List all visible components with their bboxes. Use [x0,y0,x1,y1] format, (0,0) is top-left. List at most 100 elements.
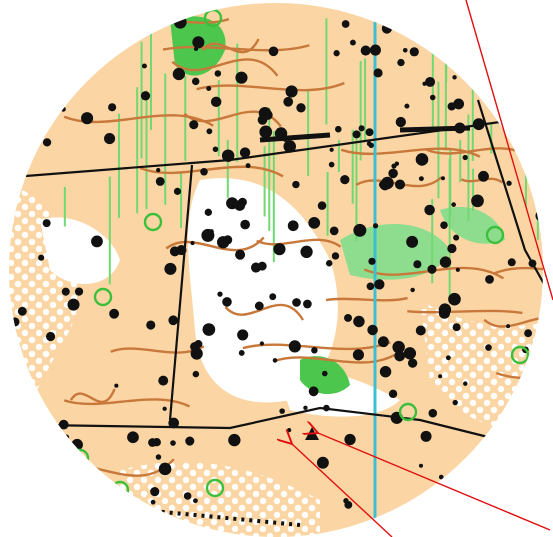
boulder [407,358,418,368]
boulder [155,454,162,460]
boulder [377,336,389,348]
boulder [440,221,448,229]
boulder [439,256,452,268]
boulder [300,245,313,258]
boulder [214,70,222,77]
contour [511,115,544,121]
boulder [238,349,245,356]
boulder [269,293,277,301]
boulder [391,163,397,169]
boulder [108,103,117,112]
boulder [344,313,352,322]
boulder [273,243,286,256]
boulder [409,47,419,57]
boulder [0,435,8,444]
boulder [41,53,53,65]
vegetation-green [340,223,450,280]
boulder [413,260,422,269]
boulder [259,125,273,139]
boulder [403,347,417,360]
boulder [452,323,461,332]
ring [510,345,530,365]
boulder [454,122,466,134]
boulder [516,102,529,115]
boulder [395,116,406,128]
boulder [515,420,521,425]
boulder [283,96,294,107]
boulder [528,259,537,268]
boulder [422,81,427,86]
boulder [141,63,147,69]
boulder [524,329,533,338]
boulder [344,433,356,446]
boulder [397,58,405,67]
boulder [237,329,249,341]
boulder [296,103,306,113]
boulder [164,262,177,275]
boulder [418,463,423,468]
boulder [451,202,456,207]
ring [205,478,225,498]
boulder [343,498,349,504]
boulder [485,274,494,284]
boulder [506,324,511,329]
contour [63,114,214,127]
boulder [429,94,436,101]
boulder [212,146,219,153]
boulder [518,465,525,473]
boulder [104,133,116,145]
boulder [288,340,301,353]
boulder [239,147,251,158]
boulder [369,44,381,56]
boulder [329,226,339,236]
boulder [11,197,17,202]
boulder [20,465,30,475]
boulder [172,67,186,81]
boulder [463,381,468,386]
boulder [424,204,435,216]
boulder [440,176,445,181]
boulder [331,252,340,260]
boulder [228,433,241,447]
boulder [200,167,208,176]
boulder [20,488,25,493]
boulder [190,341,200,352]
contour [69,388,116,404]
boulder [127,431,139,444]
boulder [316,456,329,469]
boulder [424,24,432,32]
boulder [493,434,499,440]
boulder [285,85,298,98]
boulder [192,370,200,378]
boulder [507,258,516,267]
boulder [221,149,235,162]
boulder [532,365,538,371]
boulder [150,499,156,505]
boulder [61,287,70,296]
boulder [235,71,248,84]
boulder [462,154,468,161]
boulder [263,110,273,120]
boulder [21,412,26,417]
boulder [257,261,267,271]
boulder [323,404,330,412]
boulder [45,331,56,342]
boulder [379,179,391,191]
boulder [0,277,5,284]
boulder [549,399,553,404]
boulder [394,179,406,190]
boulder [340,174,350,185]
boulder [158,462,172,476]
boulder [455,267,460,272]
contour [325,296,408,302]
boulder [303,405,308,411]
boulder [168,417,180,429]
boulder [155,177,165,186]
boulder [272,358,278,363]
boulder [368,142,374,149]
boulder [357,353,363,359]
boulder [169,246,180,257]
boulder [448,292,461,306]
boulder [358,125,365,132]
boulder [140,91,151,101]
